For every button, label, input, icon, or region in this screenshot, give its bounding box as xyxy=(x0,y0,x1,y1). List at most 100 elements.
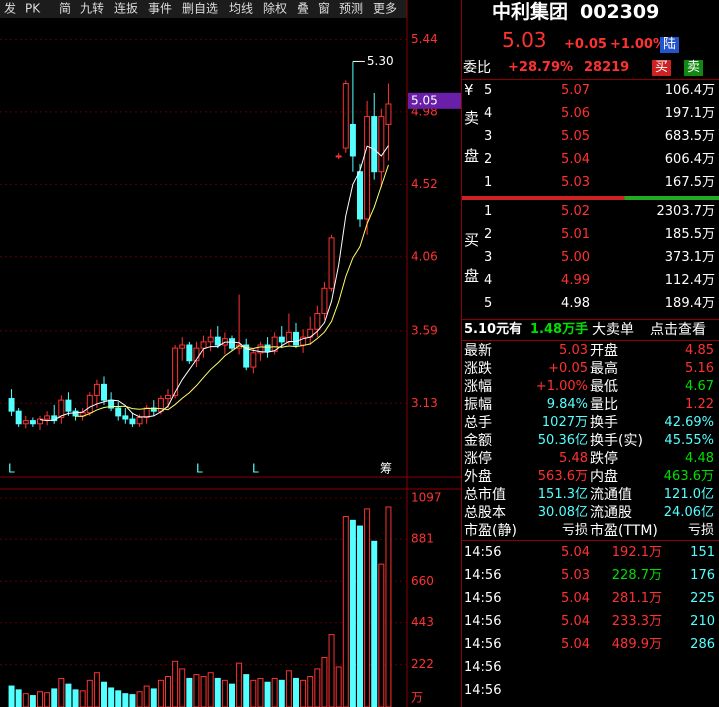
candle-body xyxy=(143,407,150,418)
candle-body xyxy=(129,418,136,425)
trade-time: 14:56 xyxy=(464,637,502,652)
toolbar-button[interactable]: 窗 xyxy=(318,2,330,16)
stat-label: 振幅 xyxy=(464,397,492,413)
candle-body xyxy=(328,237,335,289)
volume-bar xyxy=(58,677,65,707)
bid-price: 5.00 xyxy=(561,250,590,265)
volume-bar xyxy=(115,690,122,707)
stat-value: 亏损 xyxy=(687,523,714,538)
stat-label: 最高 xyxy=(590,361,618,377)
volume-bar xyxy=(172,660,179,707)
candle-body xyxy=(229,338,235,349)
volume-bar xyxy=(86,679,93,707)
level: 5 xyxy=(484,83,493,98)
volume-tick-label: 881 xyxy=(411,532,434,546)
trade-volume: 489.9万 xyxy=(611,637,662,652)
candle-body xyxy=(72,410,79,417)
candle-body xyxy=(271,336,278,352)
ask-volume: 197.1万 xyxy=(664,106,715,121)
candle-body xyxy=(335,155,342,158)
toolbar-button[interactable]: 发 xyxy=(4,1,16,16)
level: 2 xyxy=(484,152,493,167)
stat-value: 151.3亿 xyxy=(537,487,588,502)
candle-body xyxy=(93,383,100,396)
last-price: 5.03 xyxy=(502,28,547,52)
trade-volume: 233.3万 xyxy=(611,614,662,629)
volume-bar xyxy=(328,634,335,707)
volume-bar xyxy=(371,540,378,707)
toolbar-button[interactable]: 除权 xyxy=(263,1,287,16)
toolbar-button[interactable]: 更多 xyxy=(373,2,397,16)
toolbar-button[interactable]: 事件 xyxy=(148,2,172,16)
candle-body xyxy=(385,103,392,125)
volume-bar xyxy=(221,679,228,707)
separator xyxy=(462,79,719,80)
level: 2 xyxy=(484,227,493,242)
volume-bar xyxy=(293,677,299,707)
trade-count: 176 xyxy=(690,568,715,583)
bigorder-link[interactable]: 点击查看 xyxy=(650,322,706,338)
stat-label: 市盈(静) xyxy=(464,523,517,539)
price-tick-label: 4.06 xyxy=(411,249,438,263)
toolbar-button[interactable]: 九转 xyxy=(80,1,104,16)
volume-tick-label: 443 xyxy=(411,615,434,629)
volume-bar xyxy=(165,676,171,707)
trade-volume: 192.1万 xyxy=(611,545,662,560)
stat-label: 金额 xyxy=(464,433,492,449)
volume-bar xyxy=(179,668,186,707)
candle-body xyxy=(15,410,22,425)
kline-chart: 发 PK 简九转 连扳 事件 删自选 均线 除权叠窗预测 更多5.444.984.524.063… xyxy=(0,0,461,707)
candle-body xyxy=(250,352,257,368)
toolbar-button[interactable]: 删自选 xyxy=(182,2,218,16)
volume-bar xyxy=(122,693,129,707)
stat-label: 跌停 xyxy=(590,451,618,467)
volume-bar xyxy=(22,693,29,707)
candle-body xyxy=(264,344,271,352)
stat-label: 量比 xyxy=(590,397,618,413)
connect-tag: 陆 xyxy=(660,37,680,53)
stat-label: 总市值 xyxy=(464,487,506,503)
candle-body xyxy=(22,420,29,425)
candle-body xyxy=(37,418,43,425)
current-price-label: 5.05 xyxy=(411,93,438,107)
candle-body xyxy=(285,331,292,343)
stat-label: 总股本 xyxy=(464,505,506,521)
toolbar-button[interactable]: 预测 xyxy=(339,2,363,16)
volume-bar xyxy=(321,656,328,707)
toolbar-button[interactable]: 简 xyxy=(59,2,71,16)
trade-price: 5.04 xyxy=(561,614,590,629)
book-side-label: 卖 xyxy=(464,109,480,127)
price-tick-label: 3.13 xyxy=(411,396,438,410)
volume-bar xyxy=(243,674,250,707)
moving-average xyxy=(75,164,389,417)
candle-body xyxy=(8,398,15,412)
trade-count: 286 xyxy=(690,637,715,652)
price-tick-label: 3.59 xyxy=(411,323,438,337)
volume-bar xyxy=(300,679,307,707)
bid-price: 4.99 xyxy=(561,273,590,288)
volume-bar xyxy=(129,694,136,707)
buy-button[interactable]: 买 xyxy=(652,60,672,76)
volume-bar xyxy=(186,677,193,707)
stat-value: 5.03 xyxy=(559,343,588,358)
stat-value: 121.0亿 xyxy=(663,487,714,502)
candle-body xyxy=(65,399,72,412)
toolbar-button[interactable]: 连扳 xyxy=(114,1,138,16)
volume-bar xyxy=(229,683,235,707)
volume-bar xyxy=(29,695,36,707)
price-change-pct: +1.00% xyxy=(610,37,666,52)
trade-price: 5.03 xyxy=(561,568,590,583)
volume-bar xyxy=(93,672,100,707)
trade-time: 14:56 xyxy=(464,683,502,698)
ratio-value: +28.79% xyxy=(508,60,574,75)
toolbar-button[interactable]: 均线 xyxy=(229,2,253,16)
toolbar-button[interactable]: PK xyxy=(25,2,41,16)
separator xyxy=(462,540,719,541)
toolbar-button[interactable]: 叠 xyxy=(297,2,309,16)
volume-bar xyxy=(51,688,58,707)
stat-label: 涨停 xyxy=(464,451,492,467)
stat-label: 流通股 xyxy=(590,505,632,521)
sell-button[interactable]: 卖 xyxy=(684,60,704,76)
candle-body xyxy=(136,416,143,425)
